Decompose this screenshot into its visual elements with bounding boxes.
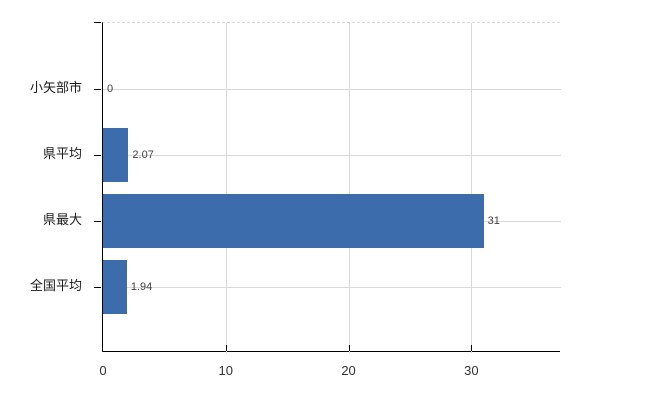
x-tick-label: 30	[464, 363, 479, 378]
y-tick-mark	[94, 221, 101, 222]
x-tick-mark	[225, 345, 227, 351]
category-label: 県平均	[42, 146, 82, 161]
x-gridline	[348, 23, 350, 353]
y-tick-mark	[94, 287, 101, 288]
y-tick-mark	[94, 89, 101, 90]
plot-area: 0 2.07 31 1.94 0 10 20 30	[94, 22, 561, 378]
bar-value-label: 2.07	[132, 149, 154, 161]
x-tick-mark	[471, 345, 473, 351]
y-gridline	[103, 287, 561, 288]
x-tick-label: 20	[341, 363, 356, 378]
y-axis-labels: 小矢部市県平均県最大全国平均	[0, 22, 94, 352]
x-tick-label: 10	[218, 363, 234, 378]
y-gridline	[103, 155, 561, 156]
category-label: 県最大	[42, 212, 82, 227]
y-tick-mark	[94, 155, 101, 156]
x-tick-mark	[348, 345, 350, 351]
category-label: 全国平均	[29, 278, 82, 293]
bar	[103, 128, 129, 182]
bar-value-label: 0	[107, 83, 114, 95]
category-label: 小矢部市	[29, 80, 82, 95]
y-gridline	[103, 89, 561, 90]
x-gridline	[225, 23, 227, 353]
bar-value-label: 1.94	[130, 281, 153, 293]
bar	[103, 194, 484, 248]
bar-value-label: 31	[487, 215, 500, 227]
y-tick-mark	[94, 22, 101, 23]
bar	[103, 260, 127, 314]
x-gridline	[471, 23, 473, 353]
x-tick-label: 0	[99, 363, 107, 378]
